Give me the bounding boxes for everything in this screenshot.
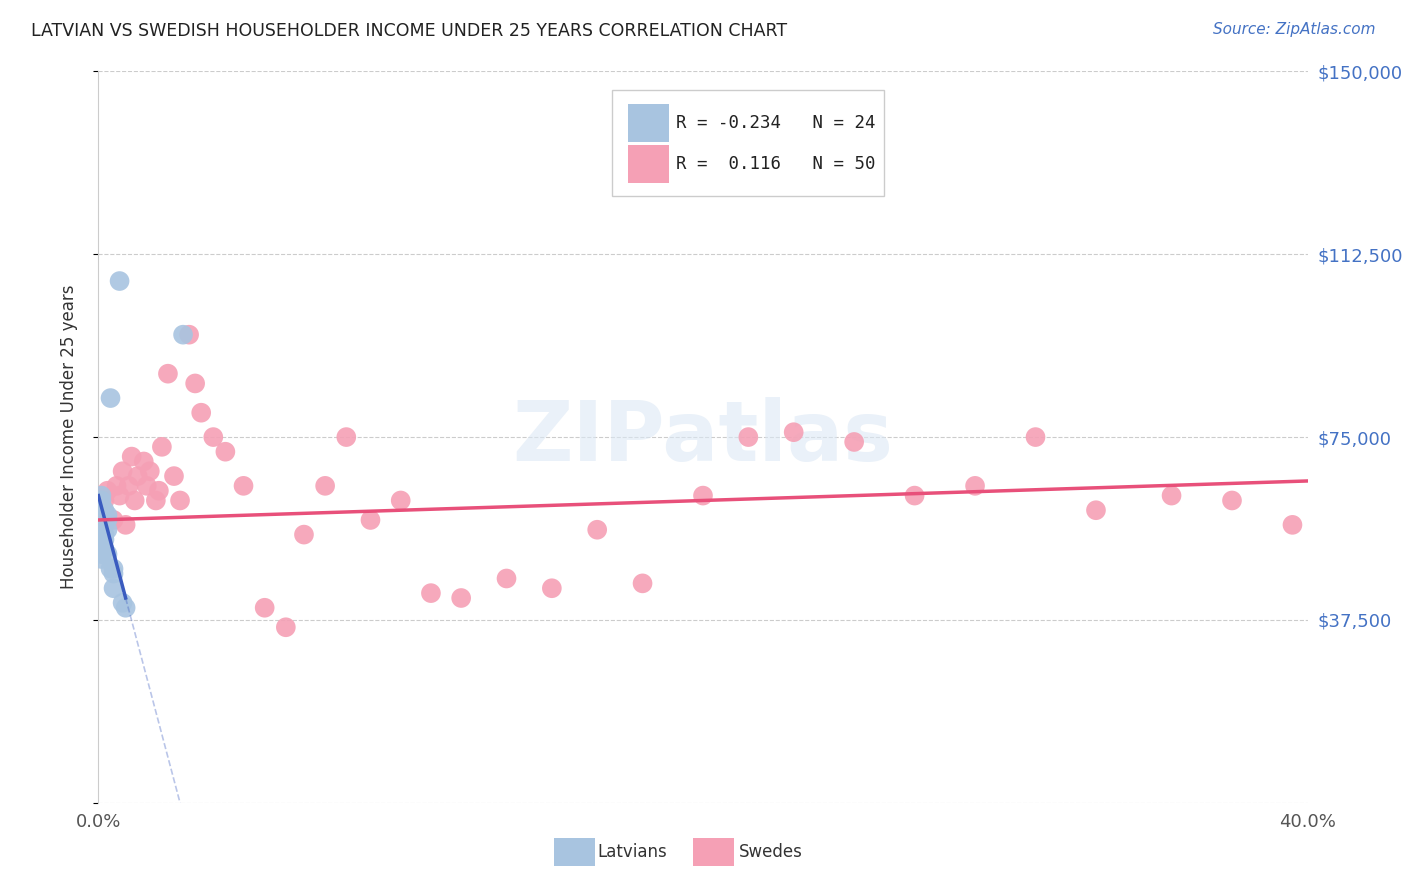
- Point: [904, 489, 927, 503]
- Text: Source: ZipAtlas.com: Source: ZipAtlas.com: [1212, 22, 1375, 37]
- Y-axis label: Householder Income Under 25 years: Householder Income Under 25 years: [59, 285, 77, 590]
- Point: [314, 479, 336, 493]
- Point: [108, 489, 131, 503]
- Point: [169, 493, 191, 508]
- Point: [96, 483, 118, 498]
- Point: [103, 566, 125, 581]
- Point: [105, 479, 128, 493]
- Point: [100, 562, 122, 576]
- Point: [103, 513, 125, 527]
- Point: [495, 572, 517, 586]
- Point: [783, 425, 806, 440]
- Point: [124, 493, 146, 508]
- FancyBboxPatch shape: [628, 103, 669, 142]
- Point: [179, 327, 201, 342]
- Point: [1281, 517, 1303, 532]
- Point: [114, 517, 136, 532]
- Point: [292, 527, 315, 541]
- Point: [389, 493, 412, 508]
- Point: [214, 444, 236, 458]
- Point: [232, 479, 254, 493]
- Point: [93, 508, 115, 522]
- Point: [93, 503, 115, 517]
- Point: [90, 552, 112, 566]
- Text: R = -0.234   N = 24: R = -0.234 N = 24: [676, 114, 876, 132]
- Point: [132, 454, 155, 468]
- Point: [737, 430, 759, 444]
- Text: LATVIAN VS SWEDISH HOUSEHOLDER INCOME UNDER 25 YEARS CORRELATION CHART: LATVIAN VS SWEDISH HOUSEHOLDER INCOME UN…: [31, 22, 787, 40]
- FancyBboxPatch shape: [693, 838, 734, 866]
- Point: [586, 523, 609, 537]
- Point: [103, 581, 125, 595]
- Point: [1220, 493, 1243, 508]
- Point: [127, 469, 149, 483]
- Point: [90, 489, 112, 503]
- Point: [202, 430, 225, 444]
- Text: Latvians: Latvians: [598, 843, 668, 861]
- Point: [420, 586, 443, 600]
- Point: [93, 533, 115, 547]
- Point: [172, 327, 194, 342]
- Point: [90, 527, 112, 541]
- Point: [93, 493, 115, 508]
- Point: [1085, 503, 1108, 517]
- Point: [150, 440, 173, 454]
- Point: [190, 406, 212, 420]
- Text: Swedes: Swedes: [740, 843, 803, 861]
- Point: [93, 517, 115, 532]
- Point: [965, 479, 987, 493]
- FancyBboxPatch shape: [554, 838, 595, 866]
- Point: [156, 367, 179, 381]
- Point: [90, 493, 112, 508]
- Point: [148, 483, 170, 498]
- Point: [118, 479, 141, 493]
- Point: [111, 596, 134, 610]
- Point: [111, 464, 134, 478]
- Point: [844, 434, 866, 449]
- Text: R =  0.116   N = 50: R = 0.116 N = 50: [676, 155, 876, 173]
- Point: [274, 620, 297, 634]
- Point: [450, 591, 472, 605]
- Point: [114, 600, 136, 615]
- Point: [145, 493, 167, 508]
- Point: [90, 547, 112, 561]
- Point: [108, 274, 131, 288]
- Point: [96, 508, 118, 522]
- FancyBboxPatch shape: [613, 90, 884, 195]
- Point: [692, 489, 714, 503]
- Point: [121, 450, 143, 464]
- Point: [631, 576, 654, 591]
- Point: [335, 430, 357, 444]
- Point: [360, 513, 382, 527]
- Point: [96, 547, 118, 561]
- Point: [135, 479, 157, 493]
- Point: [1024, 430, 1046, 444]
- Point: [139, 464, 162, 478]
- Point: [103, 562, 125, 576]
- Point: [184, 376, 207, 391]
- Point: [163, 469, 186, 483]
- Point: [540, 581, 562, 595]
- FancyBboxPatch shape: [628, 145, 669, 184]
- Point: [253, 600, 276, 615]
- Point: [100, 391, 122, 405]
- Text: ZIPatlas: ZIPatlas: [513, 397, 893, 477]
- Point: [96, 523, 118, 537]
- Point: [93, 542, 115, 557]
- Point: [93, 527, 115, 541]
- Point: [1160, 489, 1182, 503]
- Point: [96, 513, 118, 527]
